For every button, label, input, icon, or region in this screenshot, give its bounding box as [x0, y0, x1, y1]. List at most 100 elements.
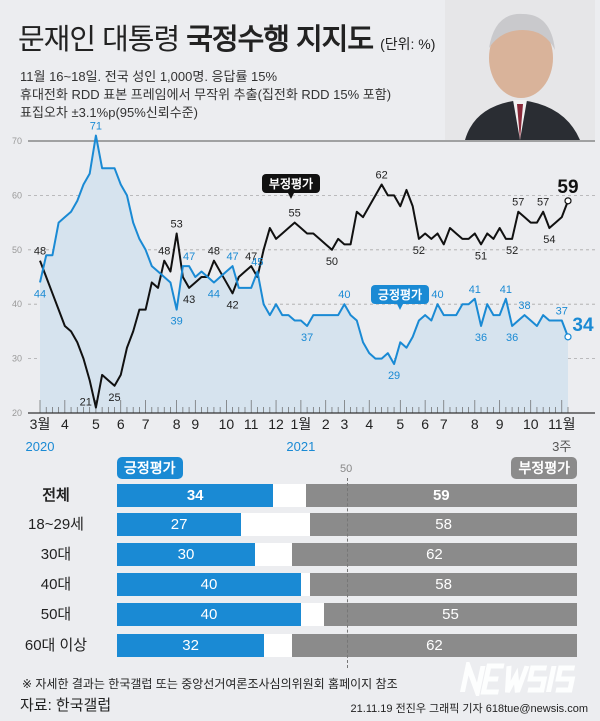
data-label: 51 — [475, 250, 487, 262]
y-tick-label: 70 — [12, 136, 22, 146]
y-tick-label: 20 — [12, 408, 22, 418]
year-label: 2020 — [26, 439, 55, 454]
data-label: 48 — [158, 246, 170, 258]
bar-row: 전체 34 59 — [0, 484, 600, 507]
data-label: 21 — [80, 397, 92, 409]
negative-callout-label: 부정평가 — [269, 176, 313, 191]
week-note: 3주 — [552, 439, 571, 454]
negative-end-marker — [564, 197, 572, 205]
credit: 21.11.19 전진우 그래픽 기자 618tue@newsis.com — [350, 703, 588, 715]
positive-callout-box — [371, 285, 429, 304]
year-label: 2021 — [286, 439, 315, 454]
data-label: 44 — [208, 288, 220, 300]
x-month-label: 11월 — [548, 416, 575, 432]
data-label: 52 — [413, 245, 425, 257]
footnote: ※ 자세한 결과는 한국갤럽 또는 중앙선거여론조사심의위원회 홈페이지 참조 — [22, 677, 398, 691]
data-label: 37 — [301, 332, 313, 344]
data-label: 54 — [543, 234, 555, 246]
y-tick-label: 60 — [12, 190, 22, 200]
data-label: 47 — [183, 251, 195, 263]
positive-bar: 34 — [117, 484, 274, 507]
row-label: 전체 — [42, 487, 70, 504]
data-label: 47 — [245, 251, 257, 263]
data-label: 45 — [251, 257, 263, 269]
positive-callout-label: 긍정평가 — [378, 287, 422, 302]
y-tick-label: 30 — [12, 354, 22, 364]
positive-callout-pointer — [397, 304, 403, 310]
data-label: 42 — [226, 299, 238, 311]
title-part2: 국정수행 지지도 — [186, 24, 374, 56]
x-month-label: 6 — [421, 416, 429, 432]
negative-callout-box — [262, 174, 320, 193]
positive-bar: 30 — [117, 543, 255, 566]
x-month-label: 2 — [322, 416, 330, 432]
data-label: 25 — [108, 392, 120, 404]
no-answer-gap — [273, 484, 306, 507]
positive-legend-badge: 긍정평가 — [117, 457, 183, 479]
data-label: 57 — [512, 197, 524, 209]
bar-row: 40대 40 58 — [0, 573, 600, 596]
row-label: 60대 이상 — [24, 637, 88, 654]
no-answer-gap — [301, 573, 311, 596]
survey-info: 11월 16~18일. 전국 성인 1,000명. 응답률 15% — [20, 69, 278, 84]
x-month-label: 11 — [244, 416, 259, 432]
data-label: 50 — [326, 256, 338, 268]
page-title: 문재인 대통령 국정수행 지지도 (단위: %) — [18, 16, 435, 58]
president-photo — [445, 0, 595, 140]
bar-row: 18~29세 27 58 — [0, 513, 600, 536]
midline-label: 50 — [340, 463, 353, 475]
row-label: 50대 — [40, 606, 72, 623]
survey-error: 표집오차 ±3.1%p(95%신뢰수준) — [20, 105, 198, 120]
negative-bar: 62 — [291, 543, 577, 566]
positive-bar: 40 — [117, 603, 301, 626]
data-label: 38 — [518, 300, 530, 312]
positive-end-marker — [564, 333, 572, 341]
no-answer-gap — [301, 603, 324, 626]
no-answer-gap — [255, 543, 292, 566]
positive-area — [40, 135, 568, 413]
x-month-label: 7 — [142, 416, 150, 432]
row-label: 18~29세 — [28, 516, 84, 533]
positive-line — [39, 134, 569, 366]
x-month-label: 10 — [219, 416, 235, 432]
positive-bar: 40 — [117, 573, 301, 596]
x-month-label: 6 — [117, 416, 125, 432]
data-label: 48 — [208, 246, 220, 258]
data-label: 57 — [537, 197, 549, 209]
negative-bar: 58 — [310, 513, 577, 536]
data-label: 41 — [469, 284, 481, 296]
unit-label: (단위: %) — [380, 36, 436, 52]
data-label: 43 — [183, 294, 195, 306]
x-month-label: 5 — [92, 416, 100, 432]
data-label: 29 — [388, 370, 400, 382]
data-label: 36 — [506, 332, 518, 344]
data-label: 52 — [506, 245, 518, 257]
bar-row: 50대 40 55 — [0, 603, 600, 626]
data-label: 37 — [556, 306, 568, 318]
data-label: 41 — [500, 284, 512, 296]
negative-line — [39, 183, 569, 409]
no-answer-gap — [264, 634, 292, 657]
y-tick-label: 40 — [12, 299, 22, 309]
x-month-label: 8 — [173, 416, 181, 432]
fifty-percent-line — [347, 478, 348, 668]
x-month-label: 9 — [191, 416, 199, 432]
data-label: 39 — [171, 316, 183, 328]
row-label: 30대 — [40, 546, 72, 563]
negative-bar: 58 — [310, 573, 577, 596]
negative-callout-pointer — [288, 193, 294, 199]
x-month-label: 3월 — [30, 416, 51, 432]
data-label: 40 — [338, 289, 350, 301]
data-label: 53 — [171, 218, 183, 230]
negative-bar: 59 — [305, 484, 577, 507]
x-month-label: 3 — [340, 416, 348, 432]
x-month-label: 9 — [496, 416, 504, 432]
y-tick-label: 50 — [12, 245, 22, 255]
portrait-image — [445, 0, 595, 140]
title-part1: 문재인 대통령 — [18, 24, 180, 56]
data-label: 36 — [475, 332, 487, 344]
final-negative-value: 59 — [557, 177, 578, 198]
x-month-label: 4 — [61, 416, 69, 432]
negative-legend-badge: 부정평가 — [511, 457, 577, 479]
no-answer-gap — [241, 513, 311, 536]
